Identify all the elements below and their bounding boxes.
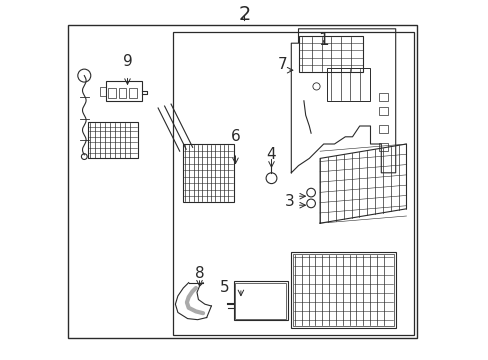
Text: 9: 9 — [122, 54, 132, 69]
Bar — [379, 93, 387, 101]
Text: 8: 8 — [194, 266, 204, 281]
Text: 2: 2 — [238, 5, 250, 24]
Bar — [106, 81, 142, 101]
Bar — [118, 88, 126, 98]
Bar — [107, 88, 115, 98]
Bar — [379, 143, 387, 151]
Text: 4: 4 — [266, 147, 276, 162]
Bar — [100, 87, 106, 96]
Bar — [379, 107, 387, 115]
Text: 6: 6 — [230, 129, 240, 144]
Bar — [88, 122, 138, 158]
Bar — [292, 254, 393, 326]
Bar — [183, 144, 233, 202]
Bar — [172, 32, 413, 335]
Text: 3: 3 — [284, 194, 294, 209]
Bar — [235, 283, 285, 319]
Text: 5: 5 — [220, 280, 229, 296]
Bar — [129, 88, 137, 98]
Bar — [68, 25, 416, 338]
Bar — [379, 125, 387, 133]
Bar — [298, 36, 363, 72]
Bar — [291, 252, 395, 328]
Text: 1: 1 — [318, 31, 328, 49]
Text: 7: 7 — [277, 57, 286, 72]
Bar — [233, 281, 287, 320]
Bar — [326, 68, 370, 101]
